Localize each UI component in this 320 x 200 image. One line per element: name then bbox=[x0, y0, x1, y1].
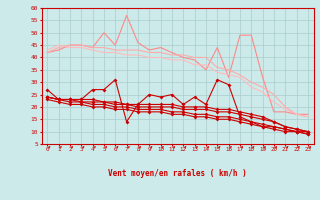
X-axis label: Vent moyen/en rafales ( km/h ): Vent moyen/en rafales ( km/h ) bbox=[108, 169, 247, 178]
